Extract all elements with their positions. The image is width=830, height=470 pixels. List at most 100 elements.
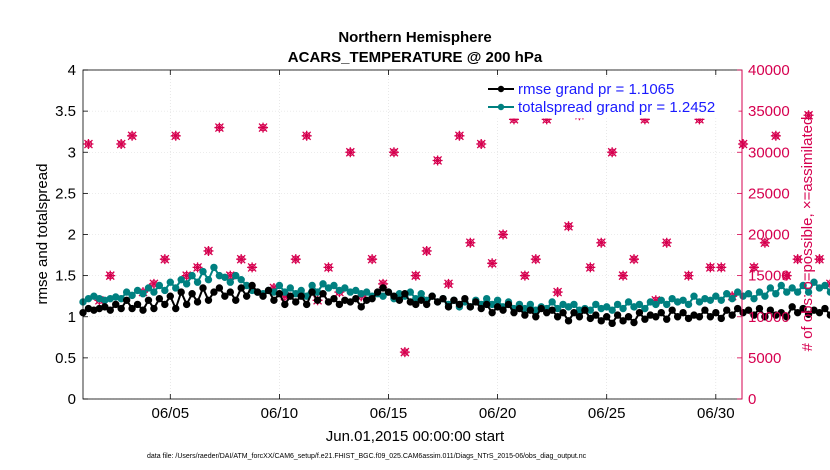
totalspread-point [275, 281, 284, 290]
obs-assimilated-marker [399, 347, 410, 358]
totalspread-point [210, 263, 218, 272]
obs-assimilated-marker [519, 270, 530, 281]
rmse-point [592, 311, 600, 319]
obs-assimilated-marker [770, 130, 781, 141]
totalspread-point [695, 298, 704, 306]
totalspread-point [570, 300, 578, 309]
y-tick-label: 2 [68, 227, 76, 244]
obs-assimilated-marker [716, 262, 727, 273]
obs-assimilated-marker [650, 295, 661, 306]
rmse-point [324, 298, 333, 306]
obs-assimilated-marker [367, 254, 378, 265]
obs-assimilated-marker [596, 237, 607, 248]
totalspread-point [188, 271, 196, 280]
y2-axis-ticks: 0 5000 10000 15000 20000 25000 30000 35000 40000 [737, 62, 790, 408]
totalspread-point [750, 294, 758, 303]
footnote: data file: /Users/raeder/DAI/ATM_forcXX/… [147, 453, 587, 460]
rmse-point [466, 303, 475, 311]
rmse-point [455, 300, 464, 309]
obs-assimilated-marker [465, 237, 476, 248]
rmse-point [270, 296, 278, 304]
rmse-point [723, 306, 731, 314]
rmse-point [537, 304, 545, 313]
rmse-point [488, 308, 496, 317]
rmse-series [79, 281, 830, 328]
rmse-point [101, 303, 109, 311]
rmse-point [346, 298, 355, 306]
obs-assimilated-marker [236, 254, 247, 265]
totalspread-point [155, 281, 164, 290]
rmse-point [128, 304, 136, 313]
obs-assimilated-marker [563, 221, 574, 232]
y2-tick-label: 25000 [748, 185, 790, 202]
rmse-point [313, 296, 322, 304]
obs-assimilated-marker [487, 258, 498, 269]
obs-assimilated-marker [181, 270, 192, 281]
y-tick-label: 0.5 [55, 350, 76, 367]
legend-rmse-label: rmse grand pr = 1.1065 [518, 81, 674, 98]
totalspread-point [128, 291, 136, 300]
rmse-point [499, 306, 507, 314]
obs-assimilated-marker [792, 254, 803, 265]
rmse-point [188, 290, 196, 298]
obs-assimilated-marker [159, 254, 170, 265]
totalspread-point [624, 298, 633, 306]
rmse-point [112, 300, 120, 309]
rmse-point [444, 303, 453, 311]
totalspread-point [657, 296, 665, 304]
rmse-point [253, 288, 262, 296]
totalspread-point [744, 290, 753, 298]
y-axis-ticks: 0 0.5 1 1.5 2 2.5 3 3.5 4 [55, 62, 88, 408]
rmse-point [793, 308, 802, 317]
totalspread-point [613, 300, 622, 309]
rmse-point [570, 308, 578, 317]
rmse-point [553, 313, 562, 321]
obs-assimilated-marker [705, 262, 716, 273]
rmse-point [215, 284, 224, 292]
totalspread-point [766, 284, 775, 292]
totalspread-point [308, 281, 316, 290]
totalspread-point [788, 284, 796, 292]
rmse-point [352, 294, 360, 303]
rmse-point [663, 315, 671, 323]
obs-assimilated-marker [116, 139, 127, 150]
totalspread-point [286, 284, 295, 292]
rmse-point [335, 300, 344, 309]
rmse-point [417, 296, 425, 304]
rmse-point [308, 288, 316, 296]
rmse-point [150, 304, 158, 313]
x-axis-ticks: 06/05 06/10 06/15 06/20 06/25 06/30 [152, 70, 735, 422]
totalspread-point [133, 286, 142, 295]
rmse-point [390, 292, 398, 300]
totalspread-point [761, 292, 769, 300]
totalspread-point [706, 296, 715, 304]
totalspread-point [619, 304, 627, 313]
totalspread-point [221, 273, 229, 281]
legend-box [483, 77, 739, 119]
rmse-point [182, 300, 191, 309]
y-tick-label: 0 [68, 391, 76, 408]
totalspread-point [608, 306, 616, 314]
rmse-point [286, 292, 295, 300]
obs-assimilated-marker [618, 270, 629, 281]
obs-assimilated-marker [552, 287, 563, 298]
obs-assimilated-marker [508, 114, 519, 125]
rmse-point [204, 296, 213, 304]
totalspread-point [783, 288, 791, 296]
x-tick-label: 06/05 [152, 405, 190, 422]
obs-assimilated-marker [803, 110, 814, 121]
rmse-point [564, 317, 573, 325]
rmse-point [515, 304, 524, 313]
totalspread-point [166, 278, 174, 286]
totalspread-point [330, 281, 338, 290]
obs-assimilated-marker [323, 262, 334, 273]
obs-count-markers [83, 89, 830, 358]
totalspread-point [679, 296, 687, 304]
x-tick-label: 06/10 [261, 405, 299, 422]
rmse-point [777, 308, 785, 317]
rmse-point [668, 306, 676, 314]
obs-assimilated-marker [738, 139, 749, 150]
obs-assimilated-marker [192, 262, 203, 273]
y-tick-label: 2.5 [55, 185, 76, 202]
